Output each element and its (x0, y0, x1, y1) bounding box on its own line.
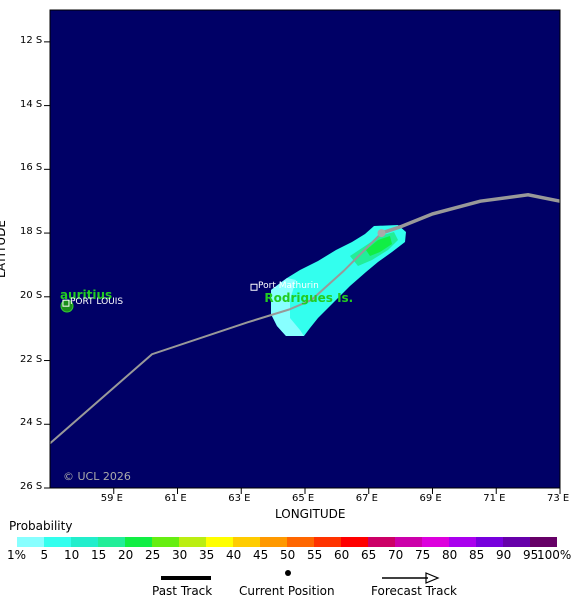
past-track-line (49, 232, 383, 445)
probability-color-swatch (152, 537, 179, 547)
legend-forecast-track: Forecast Track (371, 584, 457, 598)
probability-color-swatch (341, 537, 368, 547)
probability-color-swatch (179, 537, 206, 547)
probability-color-swatch (98, 537, 125, 547)
probability-scale-label: 60 (334, 548, 350, 562)
probability-color-swatch (476, 537, 503, 547)
forecast-track-legend-arrow (425, 572, 440, 584)
y-tick-label: 14 S (20, 98, 43, 110)
y-tick-label: 22 S (20, 353, 43, 365)
probability-scale-label: 70 (388, 548, 404, 562)
track-legend (161, 570, 440, 584)
town-label: PORT LOUIS (69, 297, 124, 308)
probability-scale-label: 50 (280, 548, 296, 562)
probability-color-swatch (71, 537, 98, 547)
probability-zone-light (271, 278, 304, 336)
probability-scale-label: 100% (537, 548, 572, 562)
probability-title: Probability (9, 519, 73, 533)
y-tick-label: 26 S (20, 481, 43, 492)
probability-color-swatch (314, 537, 341, 547)
legend-past-track: Past Track (152, 584, 213, 598)
probability-scale-label: 95 (523, 548, 539, 562)
x-tick-label: 73 E (547, 493, 570, 504)
probability-scale-label: 75 (415, 548, 431, 562)
probability-color-scale (17, 537, 557, 547)
axis-ticks (44, 41, 561, 494)
island-label: auritius (59, 288, 113, 303)
probability-color-swatch (206, 537, 233, 547)
probability-color-swatch (17, 537, 44, 547)
probability-color-swatch (287, 537, 314, 547)
probability-scale-label: 40 (226, 548, 242, 562)
y-tick-label: 24 S (20, 417, 43, 429)
probability-color-swatch (530, 537, 557, 547)
probability-scale-label: 45 (253, 548, 269, 562)
probability-color-swatch (233, 537, 260, 547)
probability-color-swatch (422, 537, 449, 547)
probability-color-swatch (503, 537, 530, 547)
town-marker (62, 299, 70, 307)
copyright-text: © UCL 2026 (63, 470, 131, 483)
x-tick-label: 71 E (483, 493, 506, 504)
probability-color-swatch (44, 537, 71, 547)
x-tick-label: 61 E (164, 493, 187, 504)
probability-scale-label: 55 (307, 548, 323, 562)
x-tick-label: 65 E (292, 493, 315, 504)
x-tick-label: 69 E (419, 493, 442, 504)
place-markers (62, 283, 258, 307)
probability-zone-core (366, 236, 392, 256)
probability-scale-label: 90 (496, 548, 512, 562)
forecast-track-line (380, 193, 561, 235)
town-marker (250, 283, 258, 291)
y-tick-label: 20 S (20, 289, 43, 301)
probability-scale-label: 35 (199, 548, 215, 562)
current-position-legend-dot (285, 570, 291, 576)
probability-color-swatch (368, 537, 395, 547)
probability-scale-label: 30 (172, 548, 188, 562)
probability-color-swatch (449, 537, 476, 547)
y-axis-title: LATITUDE (0, 219, 9, 279)
x-tick-label: 59 E (100, 493, 123, 504)
probability-scale-label: 25 (145, 548, 161, 562)
probability-scale-label: 5 (40, 548, 49, 562)
probability-scale-label: 15 (91, 548, 107, 562)
ocean-background (50, 10, 560, 488)
strike-probability-field (271, 225, 406, 336)
probability-scale-label: 20 (118, 548, 134, 562)
y-tick-label: 18 S (20, 226, 43, 238)
x-tick-label: 67 E (355, 493, 378, 504)
town-label: Port Mathurin (258, 281, 319, 292)
probability-scale-label: 65 (361, 548, 377, 562)
probability-scale-label: 80 (442, 548, 458, 562)
probability-scale-label: 10 (64, 548, 80, 562)
y-tick-label: 16 S (20, 162, 43, 174)
probability-scale-label: 1% (7, 548, 27, 562)
probability-color-swatch (125, 537, 152, 547)
island-label: Rodrigues Is. (264, 290, 354, 305)
x-axis-title: LONGITUDE (275, 507, 346, 521)
probability-scale-label: 85 (469, 548, 485, 562)
y-tick-label: 12 S (20, 34, 43, 46)
probability-color-swatch (395, 537, 422, 547)
legend-current-position: Current Position (239, 584, 335, 598)
probability-color-swatch (260, 537, 287, 547)
tropical-cyclone-map (44, 9, 561, 494)
current-position-marker (377, 229, 386, 238)
x-tick-label: 63 E (228, 493, 251, 504)
